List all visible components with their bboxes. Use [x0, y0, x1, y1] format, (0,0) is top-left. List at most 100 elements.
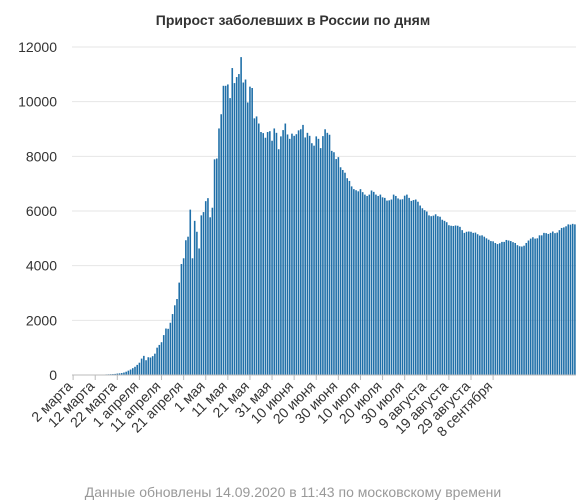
bar [275, 132, 278, 375]
bar [322, 136, 324, 375]
bar [445, 222, 448, 375]
bar [496, 244, 499, 375]
bar [280, 136, 282, 375]
bar [249, 86, 251, 375]
bar [176, 299, 178, 375]
bar [273, 128, 276, 375]
bar [169, 322, 172, 375]
bar [503, 241, 505, 375]
bar [538, 235, 541, 375]
bar [532, 237, 534, 375]
bar [395, 195, 397, 375]
bar [295, 134, 298, 375]
bar [337, 157, 340, 375]
bar [549, 232, 552, 375]
bar [450, 225, 452, 375]
bar [403, 195, 406, 375]
bar [357, 191, 360, 375]
y-tick-label: 8000 [26, 148, 57, 164]
bar [315, 136, 318, 375]
bar [229, 98, 231, 376]
y-tick-label: 6000 [26, 203, 57, 219]
bar [173, 305, 176, 375]
bar [419, 205, 421, 375]
bar [361, 192, 364, 375]
bar [545, 233, 547, 375]
bar [319, 148, 322, 375]
bar [244, 79, 247, 375]
bar [185, 240, 187, 375]
bar [215, 158, 218, 375]
bar [167, 328, 169, 375]
bar [516, 245, 519, 375]
bar [434, 214, 437, 375]
bar [198, 248, 200, 375]
bar [456, 225, 459, 375]
bar [143, 355, 145, 375]
bar [470, 231, 472, 375]
bar [293, 135, 295, 375]
bar [151, 356, 154, 375]
bar [196, 231, 198, 375]
bar [277, 149, 280, 375]
bar [388, 200, 390, 375]
bar [514, 242, 516, 375]
y-axis-ticks: 0 2000 4000 6000 8000 10000 12000 [18, 39, 57, 383]
bar [240, 57, 242, 376]
bar [383, 197, 386, 375]
bar [501, 241, 503, 375]
bar [344, 172, 346, 375]
bar [454, 225, 457, 375]
bar [324, 129, 326, 375]
bar [421, 208, 424, 375]
bar [408, 197, 410, 375]
bar [200, 215, 203, 375]
bar [187, 236, 189, 375]
bar [193, 220, 196, 375]
bar [399, 199, 402, 375]
bar [313, 145, 315, 375]
bar [525, 242, 528, 375]
bar [494, 242, 497, 375]
bar [465, 231, 468, 375]
bar [224, 85, 227, 375]
bar [253, 118, 256, 375]
bar [390, 199, 393, 375]
bar [191, 258, 194, 375]
bar [370, 190, 373, 375]
bar [368, 194, 371, 375]
bar [509, 241, 512, 375]
bar [257, 123, 260, 375]
bar [330, 150, 333, 375]
bar [414, 199, 417, 375]
bar [350, 186, 353, 375]
bar [233, 83, 236, 375]
y-tick-label: 10000 [18, 94, 57, 110]
y-tick-label: 12000 [18, 39, 57, 55]
bar [282, 130, 284, 375]
bar [463, 232, 466, 375]
bar [213, 159, 216, 375]
bar [353, 189, 355, 375]
bar [554, 233, 556, 375]
bar [529, 238, 532, 375]
bar [114, 373, 116, 375]
bar [474, 232, 477, 375]
bar [306, 132, 309, 375]
bar [443, 220, 446, 375]
bar [271, 140, 273, 375]
y-tick-label: 0 [49, 367, 57, 383]
bar [372, 191, 375, 375]
bar [291, 133, 293, 375]
bar [227, 84, 229, 375]
bar [461, 230, 463, 375]
bars [74, 57, 576, 376]
bar [165, 328, 167, 375]
bar [211, 207, 214, 375]
bar [136, 364, 138, 375]
y-tick-label: 4000 [26, 258, 57, 274]
bar [317, 138, 320, 375]
bar [269, 131, 271, 375]
bar [156, 347, 158, 375]
